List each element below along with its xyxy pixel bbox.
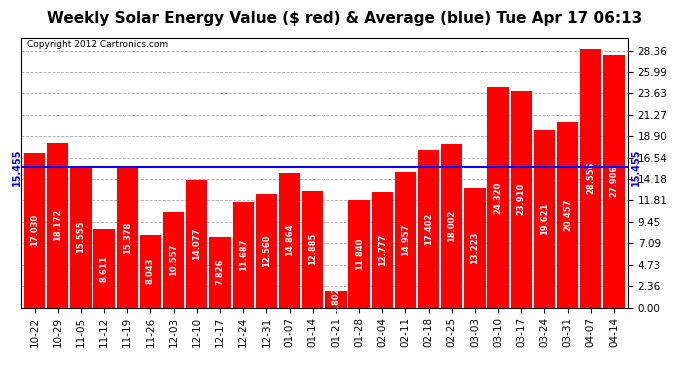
Bar [302,191,324,308]
Bar [140,235,161,308]
Text: 17.402: 17.402 [424,213,433,245]
Bar [395,172,416,308]
Bar [487,87,509,308]
Bar [47,143,68,308]
Text: 23.910: 23.910 [517,183,526,215]
Text: 18.172: 18.172 [53,209,62,242]
Bar [534,130,555,308]
Text: 14.864: 14.864 [285,224,294,256]
Text: 7.826: 7.826 [215,259,224,285]
Bar [372,192,393,308]
Text: Copyright 2012 Cartronics.com: Copyright 2012 Cartronics.com [27,40,168,49]
Bar [24,153,46,308]
Text: 13.223: 13.223 [471,231,480,264]
Text: 28.556: 28.556 [586,162,595,194]
Text: 19.621: 19.621 [540,202,549,235]
Bar [418,150,440,308]
Bar [70,166,92,308]
Text: 11.687: 11.687 [239,238,248,271]
Text: 24.320: 24.320 [493,181,502,213]
Text: 12.885: 12.885 [308,233,317,266]
Bar [348,200,370,308]
Text: 8.611: 8.611 [99,255,108,282]
Text: 15.455: 15.455 [12,149,22,186]
Text: 15.378: 15.378 [123,222,132,254]
Bar [233,202,254,308]
Bar [186,180,208,308]
Text: Weekly Solar Energy Value ($ red) & Average (blue) Tue Apr 17 06:13: Weekly Solar Energy Value ($ red) & Aver… [48,11,642,26]
Bar [325,291,346,308]
Bar [256,194,277,308]
Bar [209,237,230,308]
Text: 1.802: 1.802 [331,286,340,313]
Bar [117,168,138,308]
Text: 11.840: 11.840 [355,238,364,270]
Text: 17.030: 17.030 [30,214,39,246]
Text: 15.555: 15.555 [77,221,86,254]
Bar [163,212,184,308]
Text: 14.957: 14.957 [401,224,410,256]
Bar [441,144,462,308]
Text: 12.560: 12.560 [262,234,271,267]
Bar [511,91,532,308]
Bar [557,122,578,308]
Text: 10.557: 10.557 [169,243,178,276]
Text: 18.002: 18.002 [447,210,456,242]
Text: 20.457: 20.457 [563,199,572,231]
Text: 14.077: 14.077 [193,228,201,260]
Text: 12.777: 12.777 [377,234,386,266]
Bar [580,49,602,308]
Bar [464,188,486,308]
Bar [93,230,115,308]
Bar [279,173,300,308]
Text: 15.455: 15.455 [631,149,641,186]
Text: 8.043: 8.043 [146,258,155,284]
Bar [603,55,624,308]
Text: 27.906: 27.906 [609,165,618,197]
